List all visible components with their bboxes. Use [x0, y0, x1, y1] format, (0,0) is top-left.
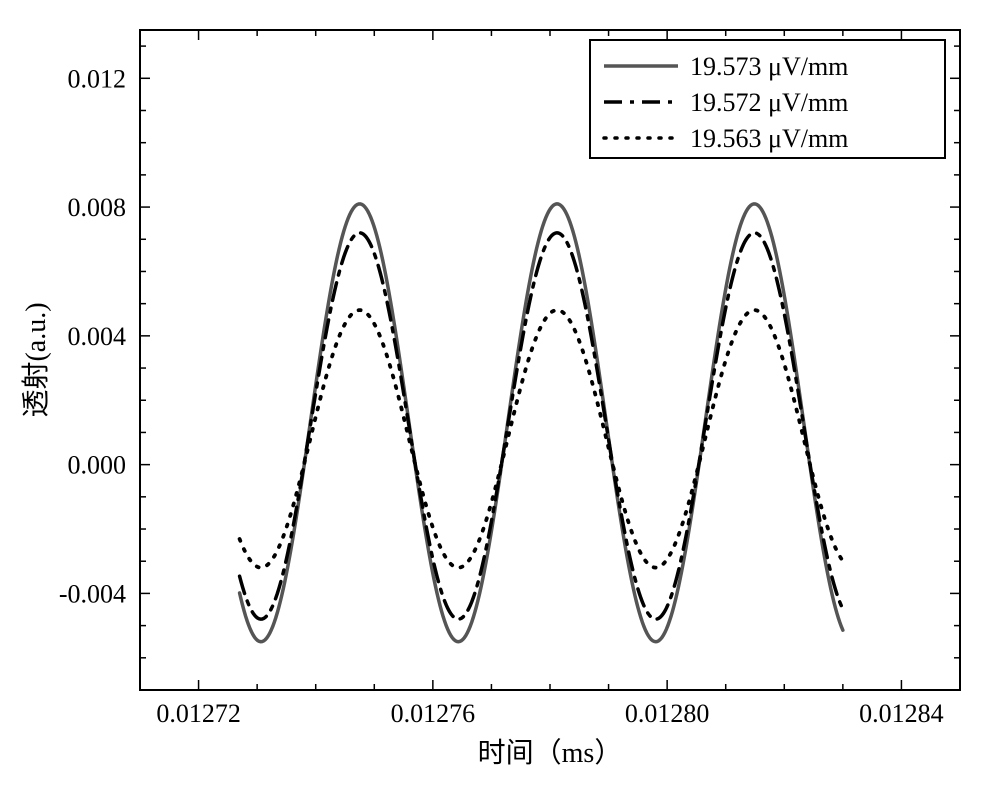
y-tick-label: 0.000 [68, 451, 127, 480]
legend-label: 19.573 μV/mm [690, 52, 848, 81]
x-axis-label: 时间（ms） [478, 737, 623, 769]
line-chart: 0.01272 0.01276 0.01280 0.01284 -0.004 0.000 0… [0, 0, 1000, 787]
legend-label: 19.572 μV/mm [690, 88, 848, 117]
y-tick-label: -0.004 [59, 579, 126, 608]
x-tick-label: 0.01272 [156, 699, 241, 728]
x-tick-label: 0.01280 [625, 699, 710, 728]
y-tick-label: 0.012 [68, 64, 127, 93]
legend-label: 19.563 μV/mm [690, 124, 848, 153]
y-tick-label: 0.004 [68, 322, 127, 351]
x-tick-label: 0.01284 [859, 699, 944, 728]
y-tick-label: 0.008 [68, 193, 127, 222]
y-axis-label: 透射(a.u.) [20, 302, 52, 417]
chart-container: 0.01272 0.01276 0.01280 0.01284 -0.004 0.000 0… [0, 0, 1000, 787]
x-tick-label: 0.01276 [391, 699, 476, 728]
